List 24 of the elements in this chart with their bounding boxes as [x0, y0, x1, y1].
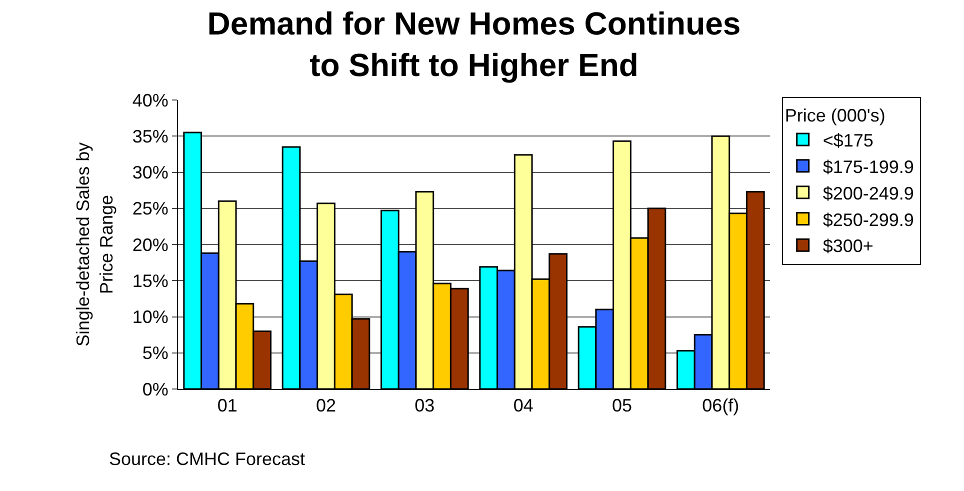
x-tick-label: 05	[612, 396, 632, 416]
y-tick-label: 0%	[142, 379, 168, 400]
x-tick-label: 04	[513, 396, 534, 416]
legend-label: $200-249.9	[822, 183, 914, 204]
y-tick-label: 40%	[132, 90, 168, 110]
y-tick-label: 30%	[132, 162, 168, 183]
legend-title: Price (000's)	[784, 105, 886, 126]
y-tick-label: 10%	[132, 307, 168, 328]
y-tick-label: 20%	[132, 234, 168, 255]
legend-label: <$175	[822, 130, 874, 151]
legend-label: $250-299.9	[822, 210, 914, 230]
x-tick-label: 01	[217, 396, 238, 416]
x-tick-label: 02	[316, 396, 336, 416]
x-tick-label: 03	[414, 396, 435, 416]
y-tick-label: 25%	[132, 198, 168, 219]
y-axis-title: Single-detached Sales by Price Range	[73, 142, 117, 347]
x-tick-label: 06(f)	[702, 396, 740, 416]
legend-label: $175-199.9	[822, 156, 914, 177]
source-note: Source: CMHC Forecast	[109, 449, 306, 469]
chart-title: Demand for New Homes Continues to Shift to Higher End	[207, 5, 741, 83]
y-tick-label: 15%	[132, 270, 168, 291]
y-tick-label: 5%	[142, 343, 168, 364]
legend-label: $300+	[822, 236, 874, 256]
y-tick-label: 35%	[132, 126, 168, 146]
